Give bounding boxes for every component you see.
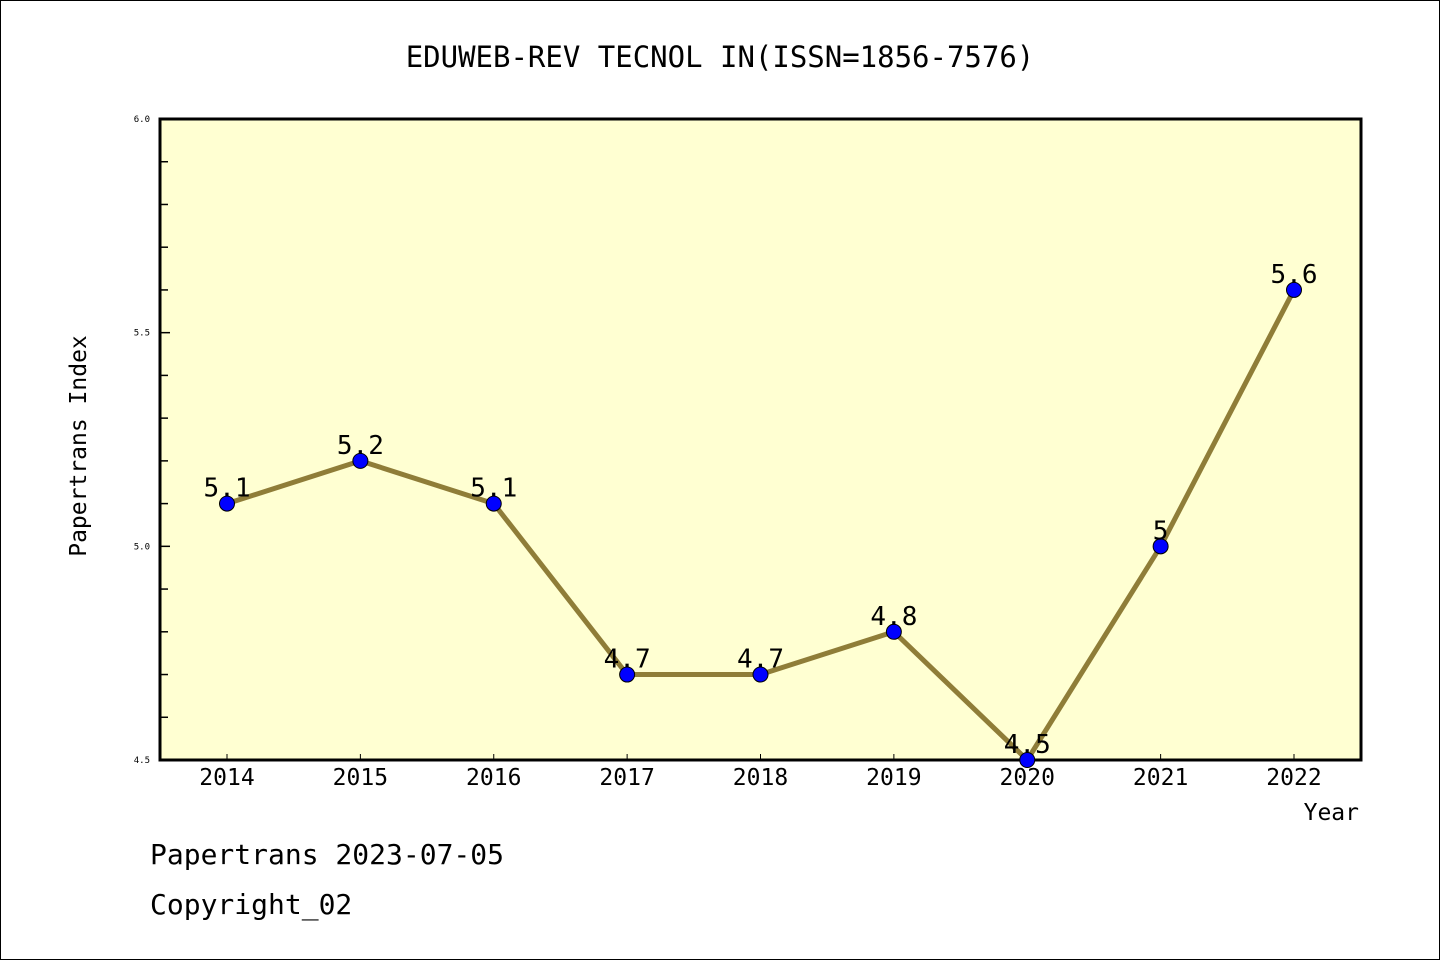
y-tick-label: 6.0 [134,115,150,125]
data-label: 4.7 [737,645,784,675]
data-label: 4.7 [604,645,651,675]
y-tick-label: 5.5 [134,329,150,339]
series-line: 5.1 5.2 5.1 4.7 4.7 4.8 4.5 5 5.6 [204,260,1318,768]
data-point [1019,752,1036,768]
x-axis: 2014 2015 2016 2017 2018 2019 2020 2021 2022 [199,754,1322,791]
x-tick-label: 2014 [199,765,254,791]
x-tick-label: 2018 [733,765,788,791]
data-label: 5.6 [1271,260,1318,290]
data-label: 5 [1153,516,1169,546]
x-tick-label: 2017 [599,765,654,791]
data-label: 5.2 [337,431,384,461]
y-axis-label: Papertrans Index [66,335,92,557]
data-label: 5.1 [204,474,251,504]
x-axis-label: Year [1304,800,1359,826]
x-tick-label: 2016 [466,765,521,791]
x-tick-label: 2021 [1133,765,1188,791]
x-tick-label: 2015 [333,765,388,791]
data-point [885,623,902,640]
data-label: 5.1 [470,474,517,504]
footer-copyright: Copyright_02 [150,888,352,922]
x-tick-label: 2020 [1000,765,1055,791]
data-point [352,452,369,469]
data-point [219,495,235,512]
y-axis: 4.5 5.0 5.5 6.0 [134,115,170,766]
y-tick-label: 4.5 [134,756,150,766]
plot-area [158,117,1363,762]
data-point [1286,281,1302,298]
data-point [619,666,636,683]
data-point [1152,538,1169,555]
data-label: 4.5 [1004,730,1051,760]
data-label: 4.8 [870,602,917,632]
data-point [752,666,769,683]
x-tick-label: 2022 [1266,765,1321,791]
y-tick-label: 5.0 [134,542,150,552]
chart-title: EDUWEB-REV TECNOL IN(ISSN=1856-7576) [406,40,1035,74]
x-tick-label: 2019 [866,765,921,791]
data-point [485,495,502,512]
footer-date: Papertrans 2023-07-05 [150,838,504,871]
